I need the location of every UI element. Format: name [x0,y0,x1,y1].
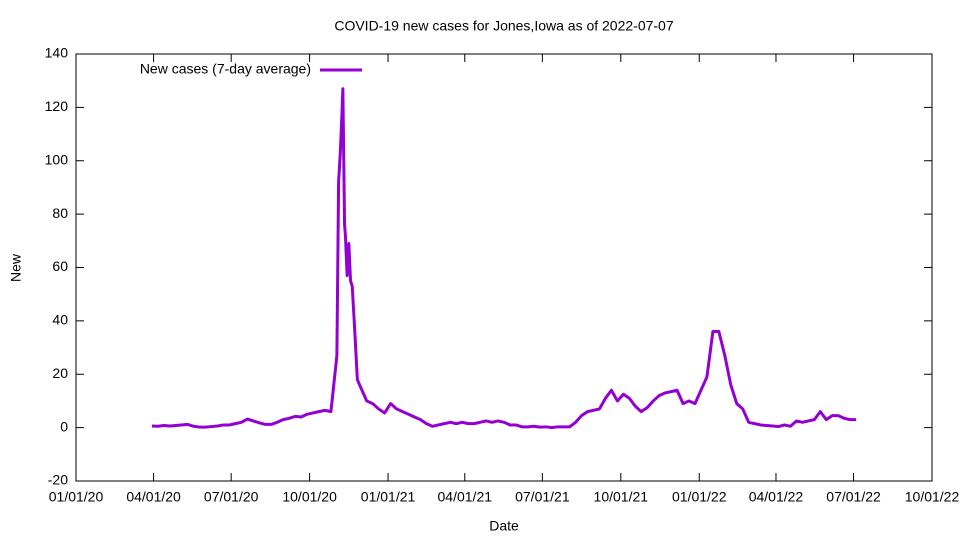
y-tick-label: 100 [45,151,69,167]
y-tick-label: 140 [45,45,69,61]
x-tick-label: 01/01/21 [361,489,416,505]
y-tick-label: 40 [52,312,68,328]
x-tick-label: 04/01/20 [126,489,181,505]
x-tick-label: 07/01/20 [204,489,259,505]
x-tick-label: 04/01/21 [438,489,493,505]
y-tick-label: 0 [60,418,68,434]
legend-label: New cases (7-day average) [140,61,311,77]
x-tick-label: 10/01/20 [282,489,337,505]
x-tick-label: 01/01/22 [672,489,727,505]
x-tick-label: 01/01/20 [49,489,104,505]
plot-frame [75,53,933,482]
y-axis-label: New [8,253,24,282]
x-axis-label: Date [489,518,519,534]
x-tick-label: 10/01/22 [905,489,960,505]
y-tick-label: 80 [52,205,68,221]
x-tick-label: 07/01/21 [515,489,570,505]
y-tick-label: -20 [48,472,68,488]
chart-title: COVID-19 new cases for Jones,Iowa as of … [334,18,674,34]
y-tick-label: 60 [52,258,68,274]
x-tick-label: 10/01/21 [594,489,649,505]
y-tick-label: 20 [52,365,68,381]
y-tick-label: 120 [45,98,69,114]
x-tick-label: 07/01/22 [826,489,881,505]
x-tick-label: 04/01/22 [749,489,804,505]
series-line [151,87,857,430]
